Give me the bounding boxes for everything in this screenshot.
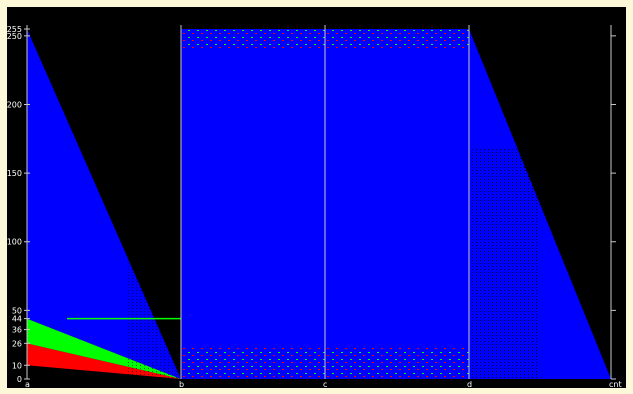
tick-label: 44 <box>12 315 22 324</box>
tick-label: 255 <box>7 25 22 34</box>
tick-label: 100 <box>7 238 22 247</box>
axis-label-c: c <box>323 380 327 388</box>
tick-label: 200 <box>7 100 22 109</box>
dot-shading-b <box>126 47 181 379</box>
tick-label: 36 <box>12 326 22 335</box>
tick-label: 10 <box>12 361 22 370</box>
tick-label: 150 <box>7 169 22 178</box>
axis-label-cnt: cnt <box>609 380 622 388</box>
plot-area: a b c d cnt 0 10 26 36 44 50 100 150 200 250 255 <box>7 7 626 388</box>
tick-label: 26 <box>12 339 22 348</box>
axis-label-d: d <box>467 380 472 388</box>
dot-shading-d <box>469 147 539 379</box>
tick-label: 50 <box>12 306 22 315</box>
tick-label: 0 <box>17 375 22 384</box>
axis-label-a: a <box>25 380 30 388</box>
tick-label: 250 <box>7 32 22 41</box>
main-fill <box>181 29 611 379</box>
axis-label-b: b <box>179 380 184 388</box>
